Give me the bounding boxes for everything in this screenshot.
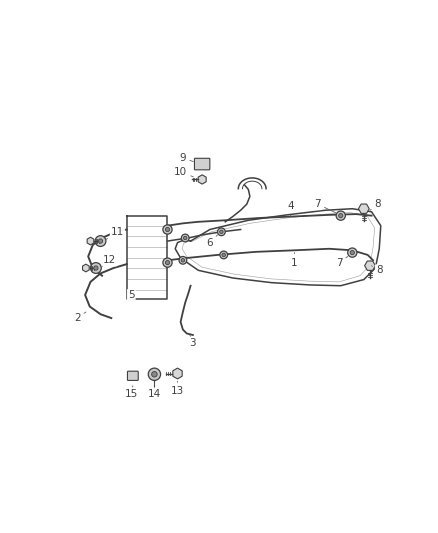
Circle shape (148, 368, 161, 381)
Text: 14: 14 (148, 384, 161, 399)
Text: 8: 8 (371, 265, 382, 276)
Circle shape (222, 253, 226, 257)
Circle shape (163, 225, 172, 234)
Circle shape (181, 234, 189, 242)
Circle shape (220, 230, 223, 233)
Circle shape (95, 236, 106, 246)
Text: 2: 2 (74, 312, 86, 323)
Circle shape (181, 259, 185, 262)
Polygon shape (198, 175, 206, 184)
Text: 12: 12 (102, 255, 117, 266)
Circle shape (99, 239, 102, 243)
Circle shape (166, 228, 170, 232)
Circle shape (339, 214, 343, 217)
Text: 13: 13 (171, 381, 184, 396)
Circle shape (348, 248, 357, 257)
Polygon shape (364, 261, 375, 270)
Circle shape (94, 266, 98, 270)
Text: 8: 8 (370, 199, 381, 210)
Polygon shape (82, 264, 89, 272)
Polygon shape (87, 237, 94, 245)
Text: 10: 10 (174, 167, 194, 177)
Text: 1: 1 (291, 253, 298, 268)
Circle shape (91, 263, 101, 273)
Circle shape (350, 251, 354, 255)
Text: 9: 9 (180, 153, 193, 163)
Polygon shape (173, 368, 182, 379)
Circle shape (163, 258, 172, 267)
Circle shape (220, 251, 228, 259)
Text: 7: 7 (336, 256, 348, 268)
Text: 7: 7 (314, 199, 336, 213)
FancyBboxPatch shape (194, 158, 210, 170)
Text: 4: 4 (287, 201, 294, 216)
Circle shape (179, 256, 187, 264)
Text: 5: 5 (127, 286, 134, 300)
Text: 6: 6 (207, 235, 218, 248)
Circle shape (152, 372, 157, 377)
FancyBboxPatch shape (127, 371, 138, 381)
Circle shape (218, 228, 225, 236)
Circle shape (336, 211, 346, 220)
Circle shape (166, 261, 170, 265)
Polygon shape (358, 204, 369, 213)
Text: 3: 3 (190, 335, 196, 348)
Text: 15: 15 (125, 386, 138, 399)
Circle shape (184, 236, 187, 240)
Text: 11: 11 (106, 227, 124, 239)
